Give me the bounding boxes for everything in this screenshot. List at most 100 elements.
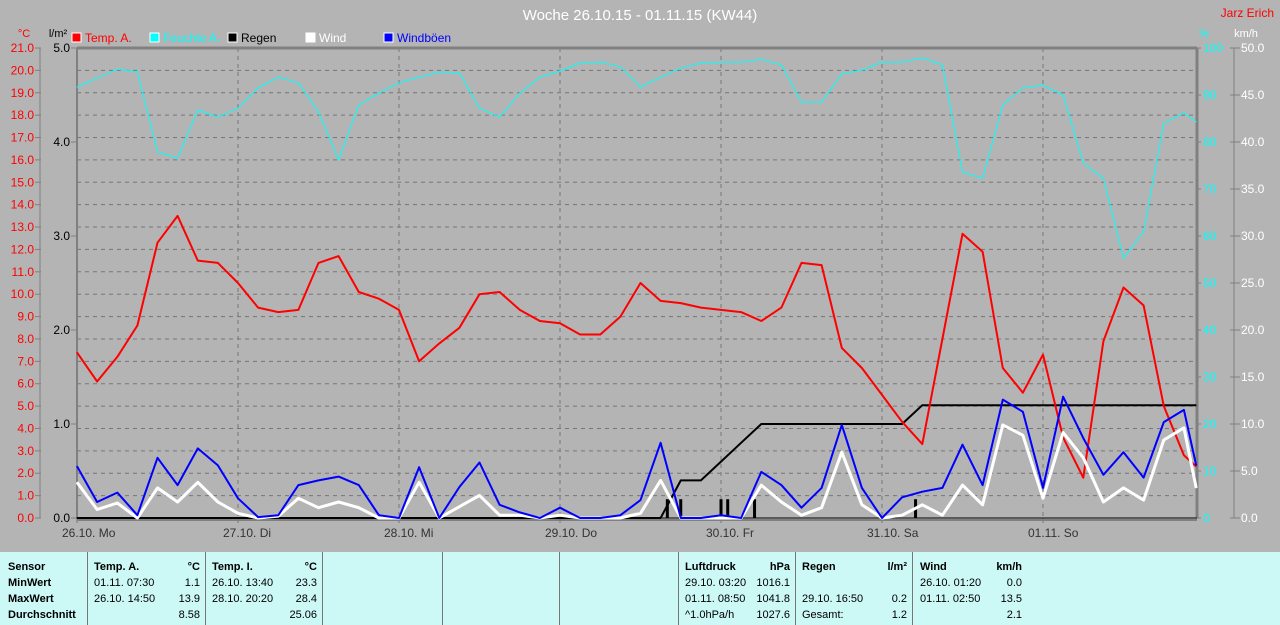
data-point xyxy=(1183,427,1185,429)
data-point xyxy=(599,333,601,335)
data-point xyxy=(237,107,239,109)
data-point xyxy=(237,512,239,514)
data-point xyxy=(1102,404,1104,406)
legend-label: Feuchte A. xyxy=(163,31,220,45)
temp-a-avg: 8.58 xyxy=(178,609,200,621)
data-point xyxy=(378,298,380,300)
data-point xyxy=(1195,466,1197,468)
data-point xyxy=(680,302,682,304)
data-point xyxy=(418,76,420,78)
data-point xyxy=(962,404,963,406)
data-point xyxy=(801,423,802,425)
data-point xyxy=(197,260,199,262)
data-point xyxy=(901,496,903,498)
series-line-temp xyxy=(76,214,1197,479)
data-point xyxy=(760,320,762,322)
temp-tick-label: 14.0 xyxy=(11,198,35,212)
wind-tick-label: 40.0 xyxy=(1241,135,1265,149)
data-point xyxy=(398,82,400,84)
data-point xyxy=(358,517,360,519)
data-point xyxy=(619,316,621,318)
data-point xyxy=(1062,396,1064,398)
data-point xyxy=(1082,162,1084,164)
data-point xyxy=(539,517,541,519)
data-point xyxy=(318,262,319,264)
data-point xyxy=(237,282,239,284)
data-point xyxy=(660,479,662,481)
legend-swatch xyxy=(305,32,316,43)
data-point xyxy=(499,116,501,118)
data-point xyxy=(1022,87,1024,89)
data-point xyxy=(96,509,98,511)
data-point xyxy=(197,517,199,519)
data-point xyxy=(398,517,400,519)
data-point xyxy=(780,64,782,66)
data-point xyxy=(1022,392,1024,394)
statistics-table: Sensor MinWert MaxWert Durchschnitt Temp… xyxy=(0,552,1280,625)
wind-tick-label: 50.0 xyxy=(1241,41,1265,55)
data-point xyxy=(680,479,682,481)
data-point xyxy=(438,342,440,344)
data-point xyxy=(941,64,943,66)
data-point xyxy=(479,494,480,496)
rain-tick-label: 1.0 xyxy=(53,417,70,431)
data-point xyxy=(1183,404,1185,406)
data-point xyxy=(660,300,662,302)
data-point xyxy=(720,309,722,311)
data-point xyxy=(740,61,742,63)
data-point xyxy=(1143,404,1145,406)
data-point xyxy=(821,423,823,425)
data-point xyxy=(801,262,802,264)
data-point xyxy=(217,517,219,519)
pressure-trend: ^1.0hPa/h xyxy=(685,609,735,621)
wind-tick-label: 35.0 xyxy=(1241,182,1265,196)
data-point xyxy=(136,517,138,519)
data-point xyxy=(519,92,521,94)
data-point xyxy=(277,311,279,313)
data-point xyxy=(720,517,722,519)
data-point xyxy=(1123,487,1124,489)
legend-label: Temp. A. xyxy=(85,31,132,45)
humidity-tick-label: 100 xyxy=(1203,41,1223,55)
data-point xyxy=(901,423,903,425)
data-point xyxy=(901,421,903,423)
data-point xyxy=(1163,439,1165,441)
wind-tick-label: 45.0 xyxy=(1241,88,1265,102)
data-point xyxy=(96,380,98,382)
wind-max: 13.5 xyxy=(1000,593,1022,605)
pressure-unit: hPa xyxy=(769,561,790,573)
temp-tick-label: 5.0 xyxy=(17,399,34,413)
wind-header: Wind xyxy=(920,561,947,573)
humidity-tick-label: 30 xyxy=(1203,370,1217,384)
rain-tick-label: 0.0 xyxy=(53,511,70,525)
data-point xyxy=(479,293,480,295)
data-point xyxy=(901,61,903,63)
rain-tick-label: 4.0 xyxy=(53,135,70,149)
data-point xyxy=(1143,499,1145,501)
data-point xyxy=(1062,94,1064,96)
data-point xyxy=(861,504,863,506)
data-point xyxy=(559,514,561,516)
data-point xyxy=(257,307,259,309)
data-point xyxy=(1022,411,1024,413)
data-point xyxy=(157,517,158,519)
temp-tick-label: 20.0 xyxy=(11,63,35,77)
data-point xyxy=(740,517,742,519)
rain-total-label: Gesamt: xyxy=(802,609,844,621)
humidity-tick-label: 70 xyxy=(1203,182,1217,196)
series-line-rain xyxy=(77,404,1197,519)
temp-tick-label: 17.0 xyxy=(11,131,35,145)
data-point xyxy=(941,514,943,516)
data-point xyxy=(640,499,641,501)
temp-tick-label: 0.0 xyxy=(17,511,34,525)
data-point xyxy=(921,491,923,493)
data-point xyxy=(881,394,883,396)
data-point xyxy=(740,442,742,444)
data-point xyxy=(76,86,78,88)
data-point xyxy=(177,215,179,217)
data-point xyxy=(660,517,662,519)
temp-tick-label: 13.0 xyxy=(11,220,35,234)
data-point xyxy=(559,70,561,72)
humidity-tick-label: 60 xyxy=(1203,229,1217,243)
data-point xyxy=(660,76,662,78)
